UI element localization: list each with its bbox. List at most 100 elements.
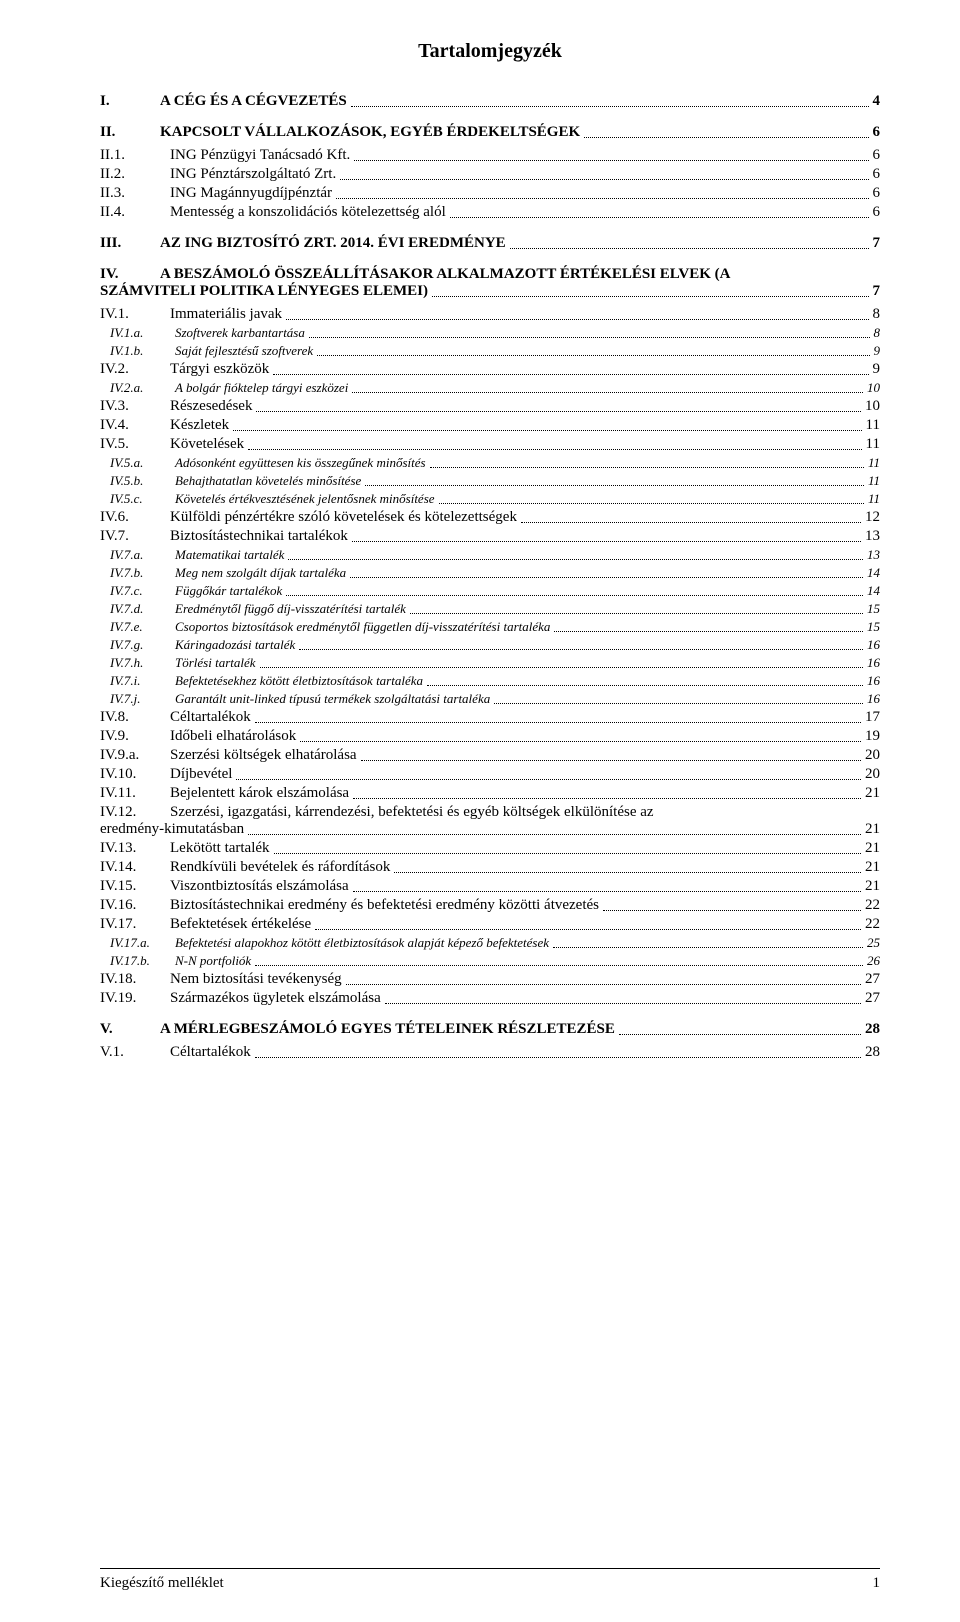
toc-entry-label: Biztosítástechnikai eredmény és befektet… [170, 897, 599, 914]
toc-entry-page: 21 [865, 785, 880, 802]
toc-entry-number: IV.8. [100, 709, 170, 726]
toc-entry-label: ING Pénztárszolgáltató Zrt. [170, 166, 336, 183]
toc-entry-label: Követelések [170, 436, 244, 453]
toc-entry: II.2.ING Pénztárszolgáltató Zrt.6 [100, 166, 880, 183]
toc-leader-dots [346, 984, 861, 985]
toc-entry-page: 26 [867, 953, 880, 969]
toc-entry: II.KAPCSOLT VÁLLALKOZÁSOK, EGYÉB ÉRDEKEL… [100, 124, 880, 141]
toc-entry-label: A BESZÁMOLÓ ÖSSZEÁLLÍTÁSAKOR ALKALMAZOTT… [160, 266, 730, 283]
toc-entry-page: 6 [873, 204, 881, 221]
toc-entry: IV.7.d.Eredménytől függő díj-visszatérít… [100, 601, 880, 617]
toc-leader-dots [353, 891, 861, 892]
toc-entry-page: 21 [865, 840, 880, 857]
toc-entry: IV.17.a.Befektetési alapokhoz kötött éle… [100, 935, 880, 951]
toc-entry-page: 8 [873, 306, 881, 323]
toc-entry: IV.2.Tárgyi eszközök9 [100, 361, 880, 378]
toc-entry-page: 6 [873, 166, 881, 183]
toc-entry-page: 17 [865, 709, 880, 726]
toc-entry-number: IV.19. [100, 990, 170, 1007]
toc-entry: II.4.Mentesség a konszolidációs köteleze… [100, 204, 880, 221]
toc-entry-number: IV.7. [100, 528, 170, 545]
toc-entry: IV.13.Lekötött tartalék21 [100, 840, 880, 857]
toc-entry-number: IV.17.b. [100, 953, 175, 969]
toc-entry-number: IV.17. [100, 916, 170, 933]
page-title: Tartalomjegyzék [100, 40, 880, 63]
toc-entry-page: 21 [865, 859, 880, 876]
footer-left: Kiegészítő melléklet [100, 1575, 224, 1592]
toc-entry-label: eredmény-kimutatásban [100, 821, 244, 838]
toc-entry-number: IV.7.a. [100, 547, 175, 563]
toc-entry-number: II. [100, 124, 160, 141]
toc-entry-page: 10 [865, 398, 880, 415]
toc-entry-page: 13 [865, 528, 880, 545]
toc-leader-dots [494, 703, 863, 704]
toc-leader-dots [432, 296, 868, 297]
toc-entry-page: 25 [867, 935, 880, 951]
toc-entry: IV.5.c.Követelés értékvesztésének jelent… [100, 491, 880, 507]
toc-entry-number: IV.13. [100, 840, 170, 857]
toc-entry-page: 9 [874, 343, 881, 359]
toc-entry-number: IV.7.d. [100, 601, 175, 617]
toc-entry-number: IV.7.h. [100, 655, 175, 671]
footer-page-number: 1 [873, 1575, 881, 1592]
toc-entry-label: Részesedések [170, 398, 252, 415]
toc-entry-number: IV.9.a. [100, 747, 170, 764]
toc-entry: IV.15.Viszontbiztosítás elszámolása21 [100, 878, 880, 895]
toc-entry-page: 11 [868, 473, 880, 489]
toc-leader-dots [450, 217, 869, 218]
toc-leader-dots [274, 853, 861, 854]
toc-entry-number: IV. [100, 266, 160, 283]
toc-entry-number: V.1. [100, 1044, 170, 1061]
toc-entry-label: Időbeli elhatárolások [170, 728, 296, 745]
toc-entry: IV.17.b.N-N portfoliók 26 [100, 953, 880, 969]
toc-entry-number: IV.7.i. [100, 673, 175, 689]
toc-entry-number: IV.11. [100, 785, 170, 802]
toc-entry-number: IV.16. [100, 897, 170, 914]
toc-entry-label: Saját fejlesztésű szoftverek [175, 343, 313, 359]
toc-entry-number: IV.7.e. [100, 619, 175, 635]
footer: Kiegészítő melléklet 1 [100, 1568, 880, 1592]
toc-entry: II.1.ING Pénzügyi Tanácsadó Kft.6 [100, 147, 880, 164]
toc-entry-label: Káringadozási tartalék [175, 637, 295, 653]
toc-entry: IV.5.Követelések11 [100, 436, 880, 453]
toc-entry-label: Mentesség a konszolidációs kötelezettség… [170, 204, 446, 221]
toc-entry-page: 14 [867, 565, 880, 581]
toc-leader-dots [365, 485, 864, 486]
toc-entry-page: 19 [865, 728, 880, 745]
toc-entry-label: Befektetésekhez kötött életbiztosítások … [175, 673, 423, 689]
toc-leader-dots [255, 965, 863, 966]
toc-entry: IV.11.Bejelentett károk elszámolása21 [100, 785, 880, 802]
toc-entry: IV.7.Biztosítástechnikai tartalékok13 [100, 528, 880, 545]
toc-entry: V.A MÉRLEGBESZÁMOLÓ EGYES TÉTELEINEK RÉS… [100, 1021, 880, 1038]
toc-entry-page: 28 [865, 1021, 880, 1038]
toc-leader-dots [300, 741, 861, 742]
toc-entry-label: KAPCSOLT VÁLLALKOZÁSOK, EGYÉB ÉRDEKELTSÉ… [160, 124, 580, 141]
toc-entry-label: AZ ING BIZTOSÍTÓ ZRT. 2014. ÉVI EREDMÉNY… [160, 235, 506, 252]
toc-entry-page: 13 [867, 547, 880, 563]
toc-entry-label: Származékos ügyletek elszámolása [170, 990, 381, 1007]
toc-entry-page: 12 [865, 509, 880, 526]
toc-entry-number: IV.10. [100, 766, 170, 783]
toc-entry-label: Céltartalékok [170, 709, 251, 726]
toc-entry: IV.7.i.Befektetésekhez kötött életbiztos… [100, 673, 880, 689]
toc-entry-label: Céltartalékok [170, 1044, 251, 1061]
toc-entry: IV.4.Készletek11 [100, 417, 880, 434]
toc-entry-page: 27 [865, 971, 880, 988]
toc-entry: II.3.ING Magánnyugdíjpénztár6 [100, 185, 880, 202]
toc-entry: IV.5.b.Behajthatatlan követelés minősíté… [100, 473, 880, 489]
toc-entry-number: II.4. [100, 204, 170, 221]
toc-entry-number: IV.3. [100, 398, 170, 415]
toc-entry-label: Külföldi pénzértékre szóló követelések é… [170, 509, 517, 526]
toc-leader-dots [340, 179, 868, 180]
toc-entry: IV.9.Időbeli elhatárolások 19 [100, 728, 880, 745]
toc-entry-label: N-N portfoliók [175, 953, 251, 969]
toc-entry-number: I. [100, 93, 160, 110]
toc-entry-number: IV.1.b. [100, 343, 175, 359]
toc-entry: III.AZ ING BIZTOSÍTÓ ZRT. 2014. ÉVI ERED… [100, 235, 880, 252]
toc-entry-label: Szerzési, igazgatási, kárrendezési, befe… [170, 804, 654, 821]
toc-entry-label: A bolgár fióktelep tárgyi eszközei [175, 380, 348, 396]
toc-entry-number: IV.9. [100, 728, 170, 745]
toc-entry: IV.19.Származékos ügyletek elszámolása27 [100, 990, 880, 1007]
toc-entry-page: 6 [873, 185, 881, 202]
toc-entry: I.A CÉG ÉS A CÉGVEZETÉS4 [100, 93, 880, 110]
